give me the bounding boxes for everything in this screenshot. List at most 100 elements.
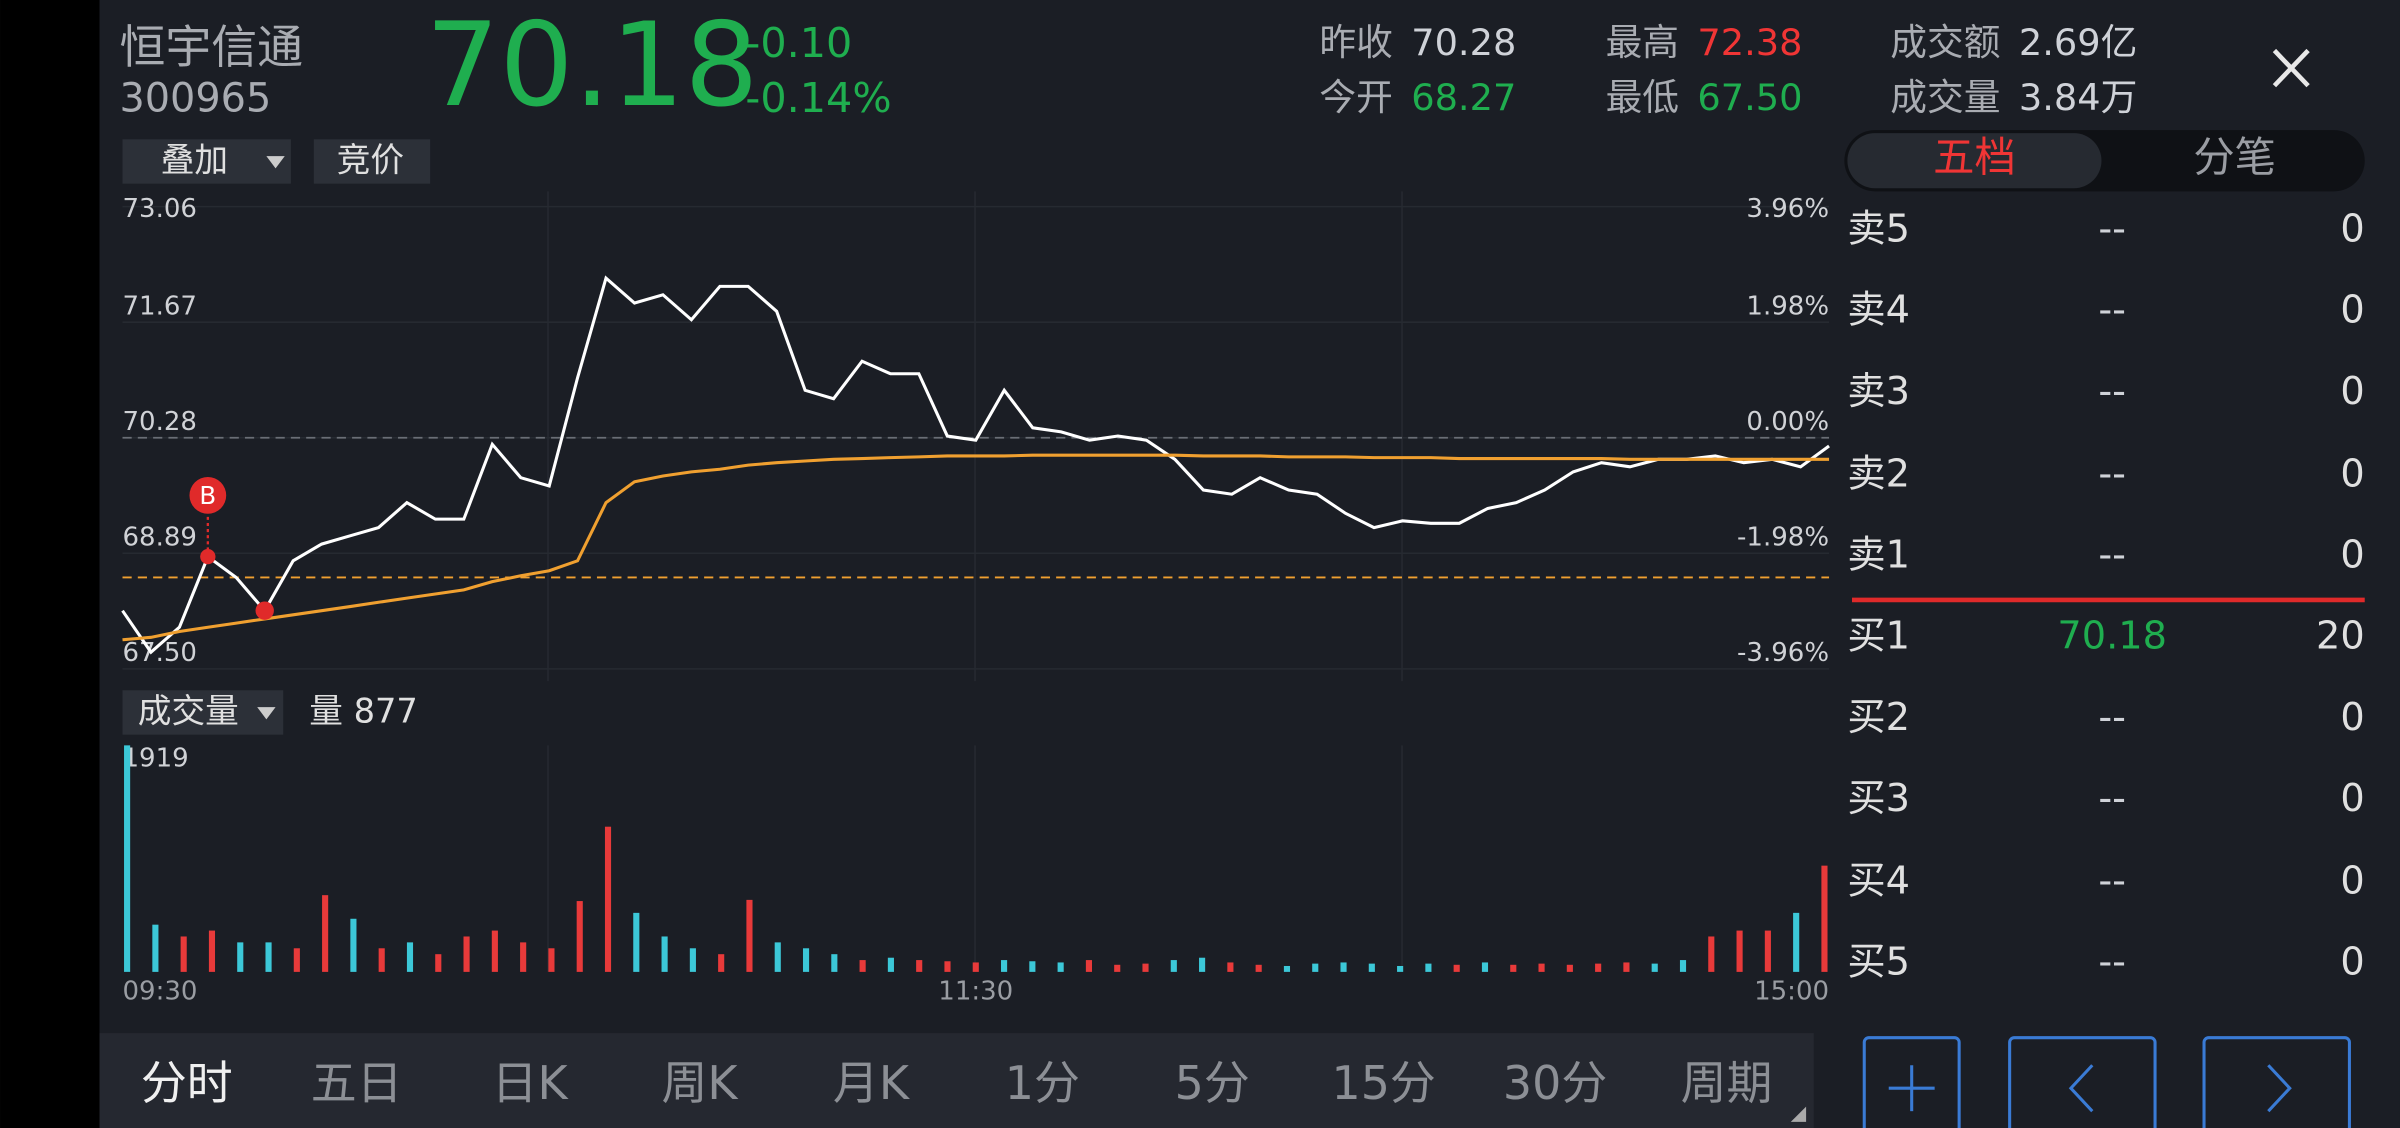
period-tab[interactable]: 月K: [833, 1056, 911, 1110]
price-line: [122, 453, 1830, 642]
overlay-label: 叠加: [161, 141, 228, 180]
tab-active[interactable]: [1847, 133, 2102, 189]
marker-dot: [200, 548, 216, 565]
y-tick-label: 68.89: [123, 522, 197, 552]
vertical-grid: [547, 191, 1403, 972]
marker-dot: [255, 601, 274, 620]
book-label: 卖4: [1847, 288, 1910, 333]
corner-icon: [1790, 1106, 1807, 1122]
book-qty: 0: [2340, 776, 2364, 821]
volume-bar: [1199, 957, 1206, 972]
time-label: 11:30: [938, 976, 1013, 1006]
y2-tick-label: 0.00%: [1746, 407, 1829, 437]
volume-bar: [1708, 936, 1715, 972]
stat-value: 2.69亿: [2019, 21, 2137, 64]
book-qty: 0: [2340, 207, 2364, 252]
volume-bar: [1679, 960, 1687, 972]
book-price: --: [2098, 776, 2126, 821]
tab[interactable]: 五档: [1933, 134, 2016, 182]
volume-bar: [1255, 964, 1262, 972]
volume-bar: [1425, 963, 1432, 972]
volume-bar: [1453, 964, 1460, 972]
change: -0.10: [745, 19, 852, 67]
volume-bar: [237, 942, 244, 972]
volume-bar: [887, 957, 894, 972]
change-pct: -0.14%: [745, 74, 891, 122]
volume-bar: [463, 936, 470, 972]
book-price: --: [2098, 451, 2126, 496]
nav-buttons[interactable]: [1862, 1036, 2351, 1128]
book-price: --: [2098, 369, 2126, 414]
volume-bar: [1085, 960, 1092, 972]
book-qty: 0: [2340, 940, 2364, 985]
close-button[interactable]: [2272, 48, 2310, 88]
book-qty: 0: [2340, 533, 2364, 578]
stat-value: 67.50: [1697, 76, 1802, 119]
time-label: 09:30: [123, 976, 198, 1006]
volume-bar: [152, 924, 159, 972]
volume-label: 量 877: [309, 692, 418, 731]
auction-label: 竞价: [337, 141, 404, 180]
volume-bar: [1595, 963, 1602, 972]
y-tick-label: 73.06: [123, 194, 197, 224]
period-tab[interactable]: 周期: [1681, 1056, 1773, 1110]
period-tab[interactable]: 15分: [1331, 1056, 1435, 1110]
book-price: --: [2098, 533, 2126, 578]
book-label: 卖3: [1847, 369, 1910, 414]
stat-value: 68.27: [1411, 76, 1516, 119]
volume-bar: [1114, 964, 1121, 972]
volume-bar: [802, 948, 810, 972]
period-tab[interactable]: 5分: [1175, 1056, 1250, 1110]
volume-bar: [1368, 963, 1375, 972]
y-tick-label: 1919: [123, 744, 189, 774]
book-label: 买3: [1847, 776, 1910, 821]
volume-bar: [435, 954, 442, 972]
volume-bar: [1821, 865, 1828, 972]
period-tab[interactable]: 五日: [311, 1056, 403, 1110]
auction-button[interactable]: [313, 139, 431, 184]
y2-tick-label: -3.96%: [1737, 638, 1829, 668]
volume-button[interactable]: [122, 690, 284, 735]
book-qty: 20: [2316, 614, 2365, 659]
volume-bar: [944, 961, 951, 972]
volume-bar: [208, 930, 216, 972]
volume-bar: [1651, 963, 1658, 972]
volume-bar: [1001, 960, 1008, 972]
period-tab[interactable]: 日K: [492, 1056, 570, 1110]
period-tab[interactable]: 1分: [1005, 1056, 1080, 1110]
book-price: --: [2098, 859, 2126, 904]
stat-value: 70.28: [1411, 21, 1516, 64]
y-tick-label: 70.28: [123, 407, 197, 437]
stat-label: 昨收: [1319, 21, 1392, 64]
volume-bar: [633, 912, 640, 972]
volume-bar: [1623, 962, 1630, 972]
marker-label: B: [199, 481, 216, 510]
period-tab[interactable]: 周K: [662, 1056, 740, 1110]
book-price: --: [2098, 207, 2126, 252]
tab[interactable]: 分笔: [2193, 134, 2276, 182]
period-tab[interactable]: 30分: [1503, 1056, 1607, 1110]
stat-label: 最高: [1606, 21, 1679, 64]
left-strip: [0, 0, 100, 1128]
book-qty: 0: [2340, 369, 2364, 414]
stat-label: 成交额: [1890, 21, 2000, 64]
volume-bar: [1057, 962, 1064, 972]
time-label: 15:00: [1754, 976, 1829, 1006]
book-qty: 0: [2340, 451, 2364, 496]
volume-bar: [1481, 962, 1489, 972]
overlay-button[interactable]: [122, 139, 291, 184]
volume-bar: [718, 954, 725, 972]
book-label: 卖2: [1847, 451, 1910, 496]
volume-bar: [548, 948, 555, 972]
y-tick-label: 71.67: [123, 291, 197, 321]
volume-bar: [576, 901, 583, 972]
period-tab[interactable]: 分时: [141, 1056, 233, 1110]
volume-bar: [293, 948, 300, 972]
volume-bar: [350, 918, 357, 972]
price: 70.18: [426, 0, 759, 133]
volume-bar: [831, 954, 838, 972]
y2-tick-label: 1.98%: [1746, 291, 1829, 321]
dropdown-icon: [266, 156, 285, 169]
